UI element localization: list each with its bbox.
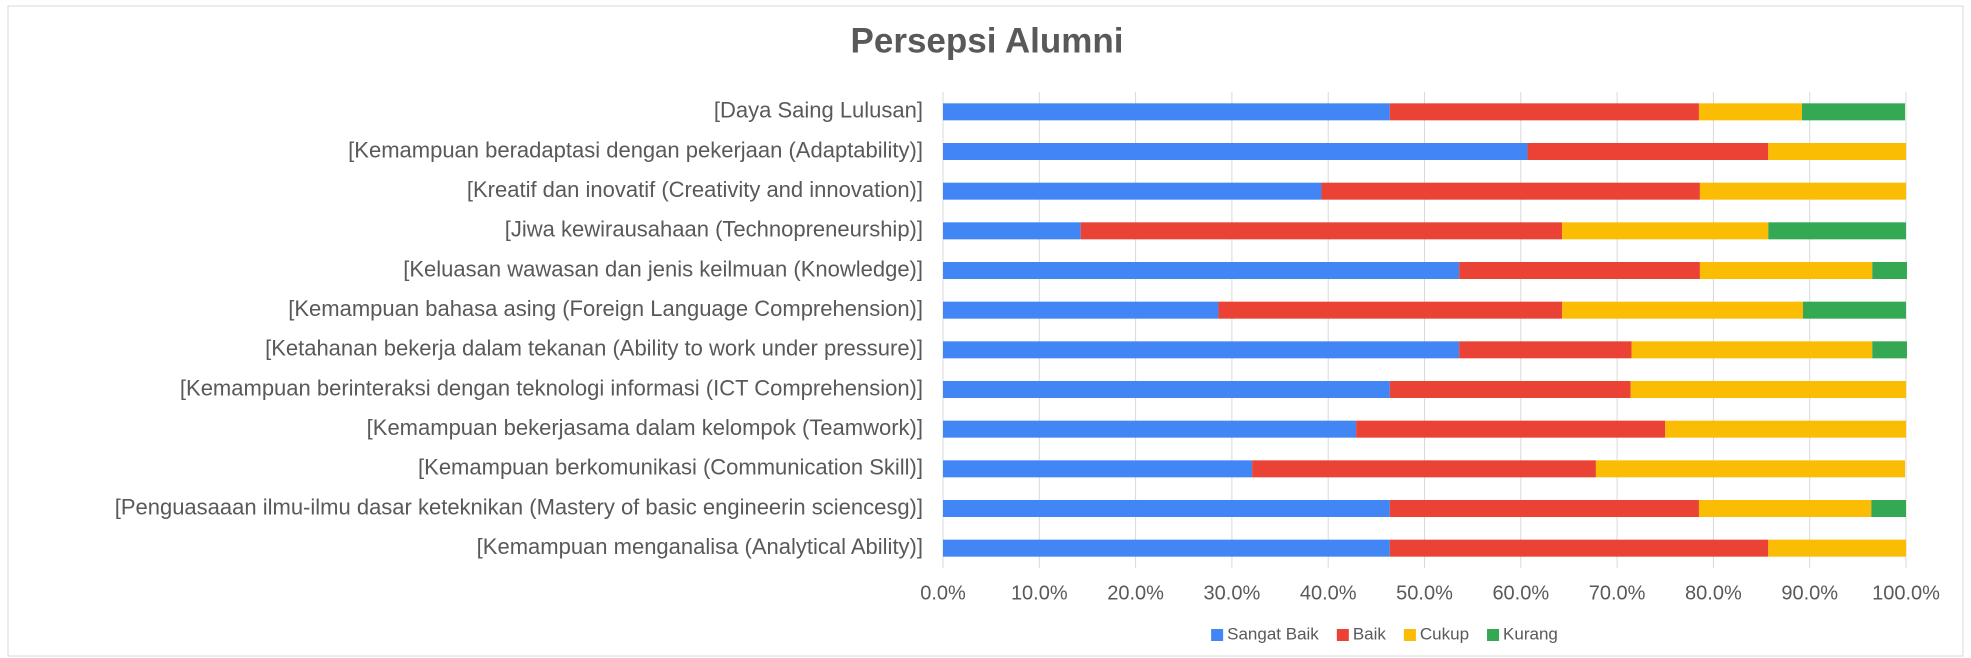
bar-segment [1080, 222, 1563, 240]
bar-segment [1389, 539, 1769, 557]
x-tick-label: 100.0% [1872, 582, 1940, 604]
y-tick-label: [Penguasaaan ilmu-ilmu dasar keteknikan … [115, 494, 923, 519]
bar-segment [1801, 103, 1906, 121]
bar-segment [943, 460, 1253, 478]
bar-segment [1321, 182, 1700, 200]
legend-label: Cukup [1420, 624, 1469, 643]
bar-segment [1252, 460, 1596, 478]
bar-segment [943, 500, 1390, 517]
x-tick-label: 70.0% [1589, 582, 1646, 604]
legend-label: Sangat Baik [1227, 624, 1319, 643]
bar-segment [1698, 103, 1802, 121]
x-tick-label: 40.0% [1300, 582, 1357, 604]
x-tick-label: 80.0% [1685, 582, 1742, 604]
legend-swatch [1211, 629, 1224, 641]
y-tick-label: [Kemampuan beradaptasi dengan pekerjaan … [348, 137, 923, 162]
bar-segment [1699, 182, 1906, 200]
bar-segment [943, 222, 1081, 240]
bar-segment [1459, 262, 1700, 279]
y-tick-label: [Kemampuan bekerjasama dalam kelompok (T… [367, 415, 923, 440]
bar-segment [1872, 262, 1907, 279]
x-tick-label: 20.0% [1107, 582, 1164, 604]
bar-segment [943, 381, 1390, 398]
bar-segment [1218, 301, 1563, 319]
legend-swatch [1403, 629, 1416, 641]
y-tick-label: [Daya Saing Lulusan] [714, 98, 923, 123]
bar-segment [1562, 222, 1769, 240]
bar-segment [1562, 301, 1803, 319]
bar-segment [1527, 143, 1769, 160]
x-tick-label: 10.0% [1011, 582, 1068, 604]
bar-segment [943, 103, 1390, 121]
bar-segment [943, 182, 1322, 200]
bar-segment [1768, 539, 1906, 557]
legend-label: Kurang [1503, 624, 1558, 643]
bar-segment [1630, 381, 1906, 398]
bar-segment [1768, 143, 1906, 160]
bar-segment [1802, 301, 1906, 319]
bar-segment [943, 143, 1528, 160]
bar-segment [943, 539, 1390, 557]
y-tick-label: [Keluasan wawasan dan jenis keilmuan (Kn… [403, 256, 923, 281]
y-tick-label: [Jiwa kewirausahaan (Technopreneurship)] [505, 217, 923, 242]
bar-segment [1459, 341, 1632, 359]
x-tick-label: 60.0% [1492, 582, 1549, 604]
bar-segment [1631, 341, 1873, 359]
bar-segment [1768, 222, 1906, 240]
legend-swatch [1487, 629, 1500, 641]
legend-swatch [1336, 629, 1349, 641]
bar-segment [943, 301, 1219, 319]
bar-segment [1595, 460, 1906, 478]
bar-segment [1871, 500, 1906, 517]
bar-segment [1698, 500, 1872, 517]
x-tick-label: 0.0% [920, 582, 966, 604]
bar-segment [1389, 500, 1699, 517]
x-tick-label: 30.0% [1204, 582, 1261, 604]
y-tick-label: [Kemampuan berinteraksi dengan teknologi… [180, 375, 923, 400]
bar-segment [1665, 420, 1906, 438]
y-tick-label: [Kemampuan bahasa asing (Foreign Languag… [288, 296, 923, 321]
x-tick-label: 50.0% [1396, 582, 1453, 604]
bar-segment [1389, 381, 1631, 398]
y-tick-label: [Kemampuan menganalisa (Analytical Abili… [477, 534, 923, 559]
y-tick-label: [Kreatif dan inovatif (Creativity and in… [467, 177, 923, 202]
bar-segment [1872, 341, 1907, 359]
legend-label: Baik [1353, 624, 1387, 643]
bar-segment [1699, 262, 1873, 279]
x-tick-label: 90.0% [1781, 582, 1838, 604]
bar-segment [1389, 103, 1699, 121]
bar-segment [1356, 420, 1666, 438]
bar-segment [943, 341, 1460, 359]
bar-segment [943, 420, 1357, 438]
bar-segment [943, 262, 1460, 279]
y-tick-label: [Kemampuan berkomunikasi (Communication … [418, 455, 923, 480]
y-tick-label: [Ketahanan bekerja dalam tekanan (Abilit… [265, 336, 923, 361]
chart-title: Persepsi Alumni [851, 21, 1124, 60]
